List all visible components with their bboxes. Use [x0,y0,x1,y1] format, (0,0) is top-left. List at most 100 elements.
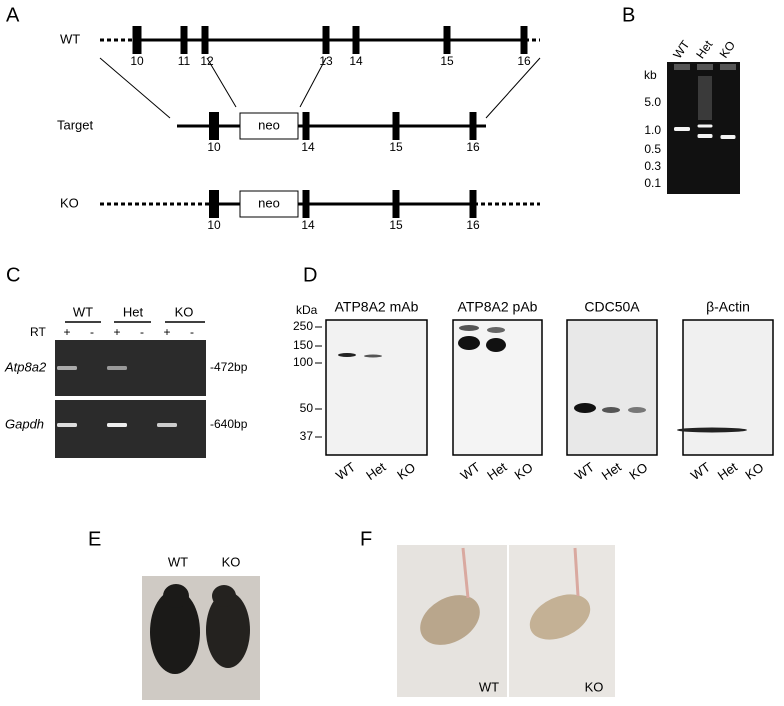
genotype-label: WT [168,554,188,569]
gel-band [674,127,690,131]
homology-arm [206,57,237,108]
gel [55,340,206,396]
exon [201,26,209,54]
lane-label: KO [742,460,766,483]
panel-label: B [622,4,635,26]
exon [520,26,528,54]
mouse [529,594,591,640]
exon [443,26,451,54]
blot-band [574,403,596,413]
gel-band [697,124,713,128]
exon [469,112,477,140]
exon [392,190,400,218]
exon-label: 16 [466,218,480,232]
blot-title: ATP8A2 mAb [335,299,419,315]
marker-label: 100 [293,355,313,369]
mouse [420,595,480,645]
group-label: Het [123,304,144,319]
rt-sign: - [90,325,94,339]
mouse-head [163,584,189,608]
panel-label: C [6,264,20,286]
lane-label: Het [484,459,509,483]
ladder-label: 0.3 [644,159,661,173]
ladder-label: 1.0 [644,123,661,137]
homology-arm [485,57,541,119]
ladder-label: 5.0 [644,95,661,109]
well-smear [674,64,690,70]
marker-label: 250 [293,319,313,333]
exon [209,190,219,218]
panel-label: E [88,528,101,550]
rt-sign: + [113,325,120,339]
homology-arm [299,57,327,108]
exon-label: 14 [301,140,315,154]
exon-label: 15 [389,218,403,232]
unit-label: kDa [296,303,318,317]
exon [302,190,310,218]
genotype-label: WT [479,679,499,694]
rt-sign: + [163,325,170,339]
exon-label: 12 [200,54,214,68]
lane-label: Het [599,459,624,483]
smear [698,76,712,120]
gene-label: Atp8a2 [4,359,47,374]
lane-label: KO [626,460,650,483]
mouse [150,590,200,674]
gel-band [697,134,713,138]
gene-label: Gapdh [5,416,44,431]
group-label: WT [73,304,93,319]
exon [180,26,188,54]
well-smear [697,64,713,70]
gel [55,400,206,458]
blot-band [459,325,479,331]
marker-label: 50 [300,401,314,415]
pcr-band [107,423,127,427]
lane-label: Het [693,37,716,61]
ladder-label: 0.5 [644,142,661,156]
size-label: -640bp [210,417,248,431]
exon-label: 16 [517,54,531,68]
row-label: WT [60,31,80,46]
exon-label: 16 [466,140,480,154]
panel-label: A [6,4,20,26]
lane-label: WT [458,459,483,483]
exon-label: 11 [178,54,191,68]
exon [132,26,142,54]
exon-label: 13 [319,54,333,68]
neo-cassette [239,112,299,140]
blot-title: ATP8A2 pAb [458,299,538,315]
blot-band [677,427,747,433]
pcr-band [107,366,127,370]
well-smear [720,64,736,70]
unit-label: kb [644,68,657,82]
rt-sign: - [140,325,144,339]
exon [352,26,360,54]
cassette-label: neo [258,195,280,210]
genotype-label: KO [222,554,241,569]
rt-label: RT [30,325,46,339]
exon [322,26,330,54]
lane-label: KO [394,460,418,483]
mouse [206,592,250,668]
marker-label: 150 [293,338,313,352]
exon-label: 10 [207,140,221,154]
blot-band [602,407,620,413]
lane-label: WT [670,37,693,61]
lane-label: WT [333,459,358,483]
blot-band [628,407,646,413]
lane-label: Het [715,459,740,483]
lane-label: KO [717,38,738,60]
mouse-head [212,585,236,607]
exon-label: 10 [207,218,221,232]
exon-label: 14 [349,54,363,68]
lane-label: Het [363,459,388,483]
lane-label: KO [512,460,536,483]
rt-sign: - [190,325,194,339]
group-label: KO [175,304,194,319]
rt-sign: + [63,325,70,339]
blot [682,319,774,456]
exon-label: 10 [130,54,144,68]
blot-band [364,354,382,358]
tail [461,547,470,599]
exon [302,112,310,140]
